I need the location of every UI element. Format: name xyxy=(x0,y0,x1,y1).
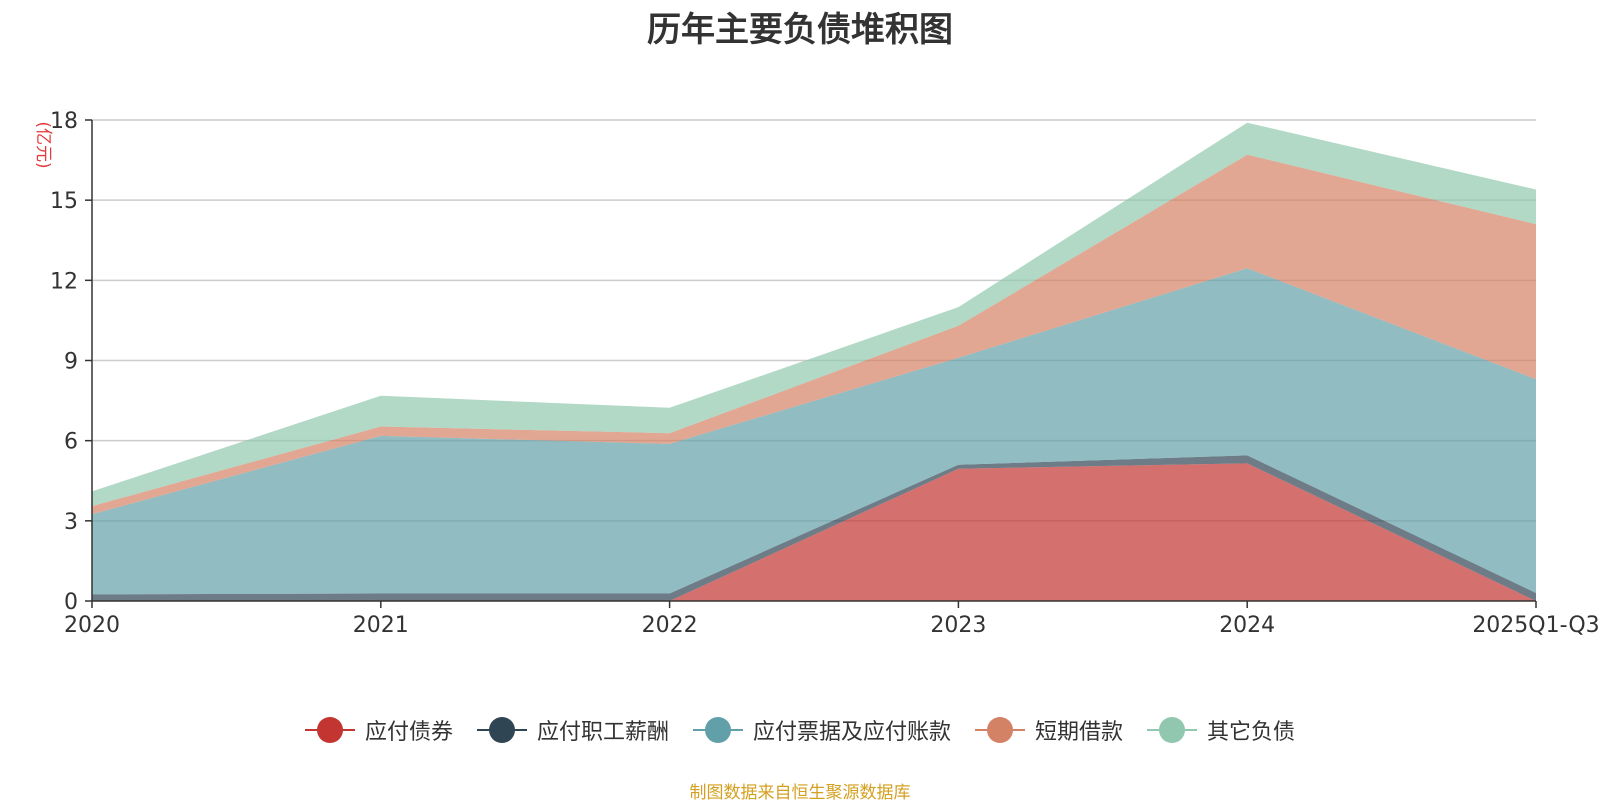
y-tick-label: 12 xyxy=(50,269,78,294)
x-tick-label: 2020 xyxy=(64,613,120,638)
area-其它负债 xyxy=(92,122,1536,507)
legend-item[interactable]: 应付债券 xyxy=(304,714,453,746)
legend-symbol xyxy=(975,717,1025,743)
y-tick-label: 6 xyxy=(64,430,78,455)
legend-label: 短期借款 xyxy=(1035,720,1124,745)
legend-symbol xyxy=(304,717,355,743)
area-应付债券 xyxy=(92,463,1536,601)
legend-item[interactable]: 应付票据及应付账款 xyxy=(692,714,951,746)
y-tick-label: 9 xyxy=(64,350,78,375)
y-tick-label: 3 xyxy=(64,510,78,535)
legend-dot xyxy=(488,717,515,743)
area-应付票据及应付账款 xyxy=(92,268,1536,595)
legend-dot xyxy=(704,717,731,743)
legend-dot xyxy=(1159,717,1186,743)
legend-symbol xyxy=(692,717,743,743)
legend: 应付债券 应付职工薪酬 应付票据及应付账款 短期借款 其它负债 xyxy=(0,714,1600,746)
x-tick-label: 2022 xyxy=(642,613,698,638)
legend-item[interactable]: 短期借款 xyxy=(975,714,1123,746)
source-note: 制图数据来自恒生聚源数据库 xyxy=(689,783,911,803)
legend-label: 应付职工薪酬 xyxy=(536,720,669,745)
legend-label: 应付票据及应付账款 xyxy=(752,720,951,745)
chart-title: 历年主要负债堆积图 xyxy=(647,10,953,50)
legend-item[interactable]: 其它负债 xyxy=(1147,714,1295,746)
x-tick-label: 2021 xyxy=(353,613,409,638)
legend-dot xyxy=(987,717,1013,743)
y-tick-label: 0 xyxy=(64,590,78,615)
x-tick-label: 2024 xyxy=(1219,613,1275,638)
legend-dot xyxy=(316,717,343,743)
legend-symbol xyxy=(1147,717,1198,743)
area-短期借款 xyxy=(92,154,1536,515)
y-tick-label: 15 xyxy=(50,189,78,214)
x-tick-label: 2025Q1-Q3 xyxy=(1472,613,1599,638)
legend-item[interactable]: 应付职工薪酬 xyxy=(476,714,669,746)
y-tick-label: 18 xyxy=(50,109,78,134)
legend-label: 其它负债 xyxy=(1207,720,1296,745)
legend-label: 应付债券 xyxy=(364,720,453,745)
legend-symbol xyxy=(476,717,527,743)
x-tick-label: 2023 xyxy=(930,613,986,638)
y-unit-label: (亿元) xyxy=(33,121,53,168)
